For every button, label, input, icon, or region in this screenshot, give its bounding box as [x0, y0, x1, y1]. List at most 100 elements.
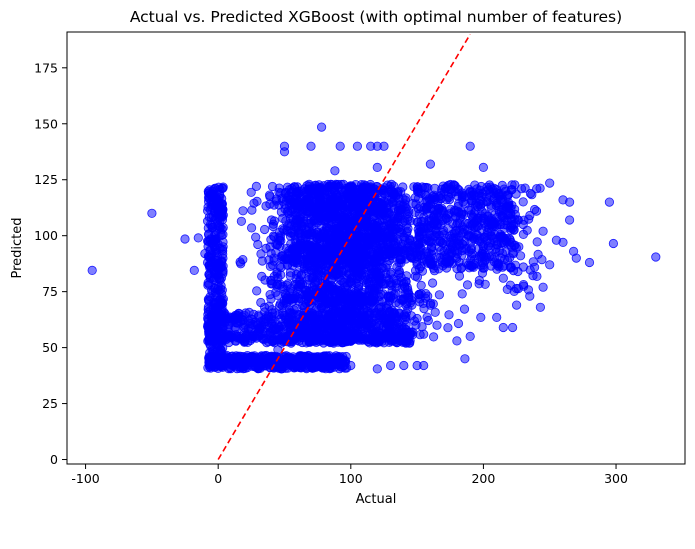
data-point [392, 275, 402, 286]
data-point [285, 231, 296, 241]
data-point [513, 266, 523, 277]
data-point [385, 360, 396, 371]
data-point [396, 247, 406, 257]
data-point [289, 244, 299, 254]
data-point [327, 240, 337, 250]
y-tick-label: 150 [34, 116, 58, 131]
data-point [571, 253, 581, 263]
y-axis-label: Predicted [10, 217, 25, 278]
data-point [319, 186, 329, 196]
data-point [492, 264, 502, 274]
data-point [477, 268, 488, 278]
data-point [215, 295, 225, 305]
data-point [422, 208, 433, 218]
data-point [391, 238, 401, 248]
data-point [424, 237, 434, 247]
x-tick-label: 300 [604, 471, 628, 486]
data-point [326, 360, 336, 371]
data-point [352, 141, 362, 151]
data-point [513, 283, 523, 294]
data-point [492, 312, 502, 322]
data-point [259, 224, 270, 235]
data-point [373, 209, 384, 219]
data-point [321, 232, 331, 242]
data-point [339, 220, 349, 230]
data-point [215, 209, 225, 219]
x-axis-label: Actual [356, 492, 397, 507]
data-point [352, 244, 362, 254]
data-point [533, 249, 543, 259]
data-point [238, 206, 248, 216]
data-point [535, 302, 546, 312]
data-point [414, 264, 424, 274]
data-point [529, 262, 540, 272]
data-point [381, 263, 391, 273]
x-tick-label: 100 [339, 471, 363, 486]
data-point [457, 207, 467, 217]
data-point [399, 331, 409, 341]
data-point [274, 236, 285, 246]
data-points-layer [87, 122, 661, 374]
data-point [231, 323, 241, 333]
data-point [371, 226, 381, 236]
data-point [467, 221, 477, 231]
data-point [403, 285, 413, 295]
data-point [347, 190, 358, 200]
y-tick-label: 75 [42, 284, 58, 299]
data-point [378, 246, 388, 256]
data-point [386, 251, 396, 261]
data-point [226, 313, 236, 323]
data-point [211, 236, 221, 246]
data-point [292, 195, 302, 205]
data-point [354, 264, 364, 274]
data-point [290, 218, 300, 228]
x-tick-label: -100 [71, 471, 99, 486]
data-point [244, 307, 254, 317]
data-point [444, 310, 454, 320]
data-point [545, 178, 555, 188]
data-point [412, 313, 422, 324]
data-point [440, 184, 450, 194]
data-point [315, 294, 325, 305]
data-point [293, 293, 304, 303]
data-point [401, 277, 411, 287]
data-point [236, 216, 246, 226]
data-point [405, 242, 415, 252]
data-point [276, 207, 286, 217]
data-point [486, 200, 496, 210]
data-point [365, 248, 375, 258]
data-point [265, 289, 275, 300]
data-point [332, 225, 342, 235]
data-point [147, 208, 157, 218]
y-tick-label: 175 [34, 60, 58, 75]
data-point [497, 180, 507, 190]
data-point [279, 225, 289, 235]
data-point [284, 354, 294, 364]
data-point [465, 141, 475, 151]
data-point [215, 319, 225, 329]
data-point [304, 207, 314, 217]
plot-frame [66, 31, 686, 465]
data-point [414, 209, 424, 219]
data-point [340, 308, 350, 319]
data-point [486, 220, 496, 230]
data-point [538, 226, 548, 236]
data-point [257, 256, 267, 266]
data-point [215, 184, 225, 194]
data-point [353, 315, 364, 325]
data-point [445, 204, 456, 214]
data-point [357, 335, 367, 345]
data-point [425, 254, 436, 264]
data-point [428, 332, 439, 342]
data-point [304, 194, 314, 204]
data-point [478, 260, 488, 270]
data-point [211, 195, 221, 205]
data-point [412, 187, 423, 197]
data-point [251, 333, 261, 343]
data-point [325, 337, 335, 348]
data-point [349, 253, 359, 263]
data-point [372, 162, 382, 172]
data-point [351, 287, 361, 297]
data-point [319, 244, 329, 254]
data-point [380, 279, 390, 289]
